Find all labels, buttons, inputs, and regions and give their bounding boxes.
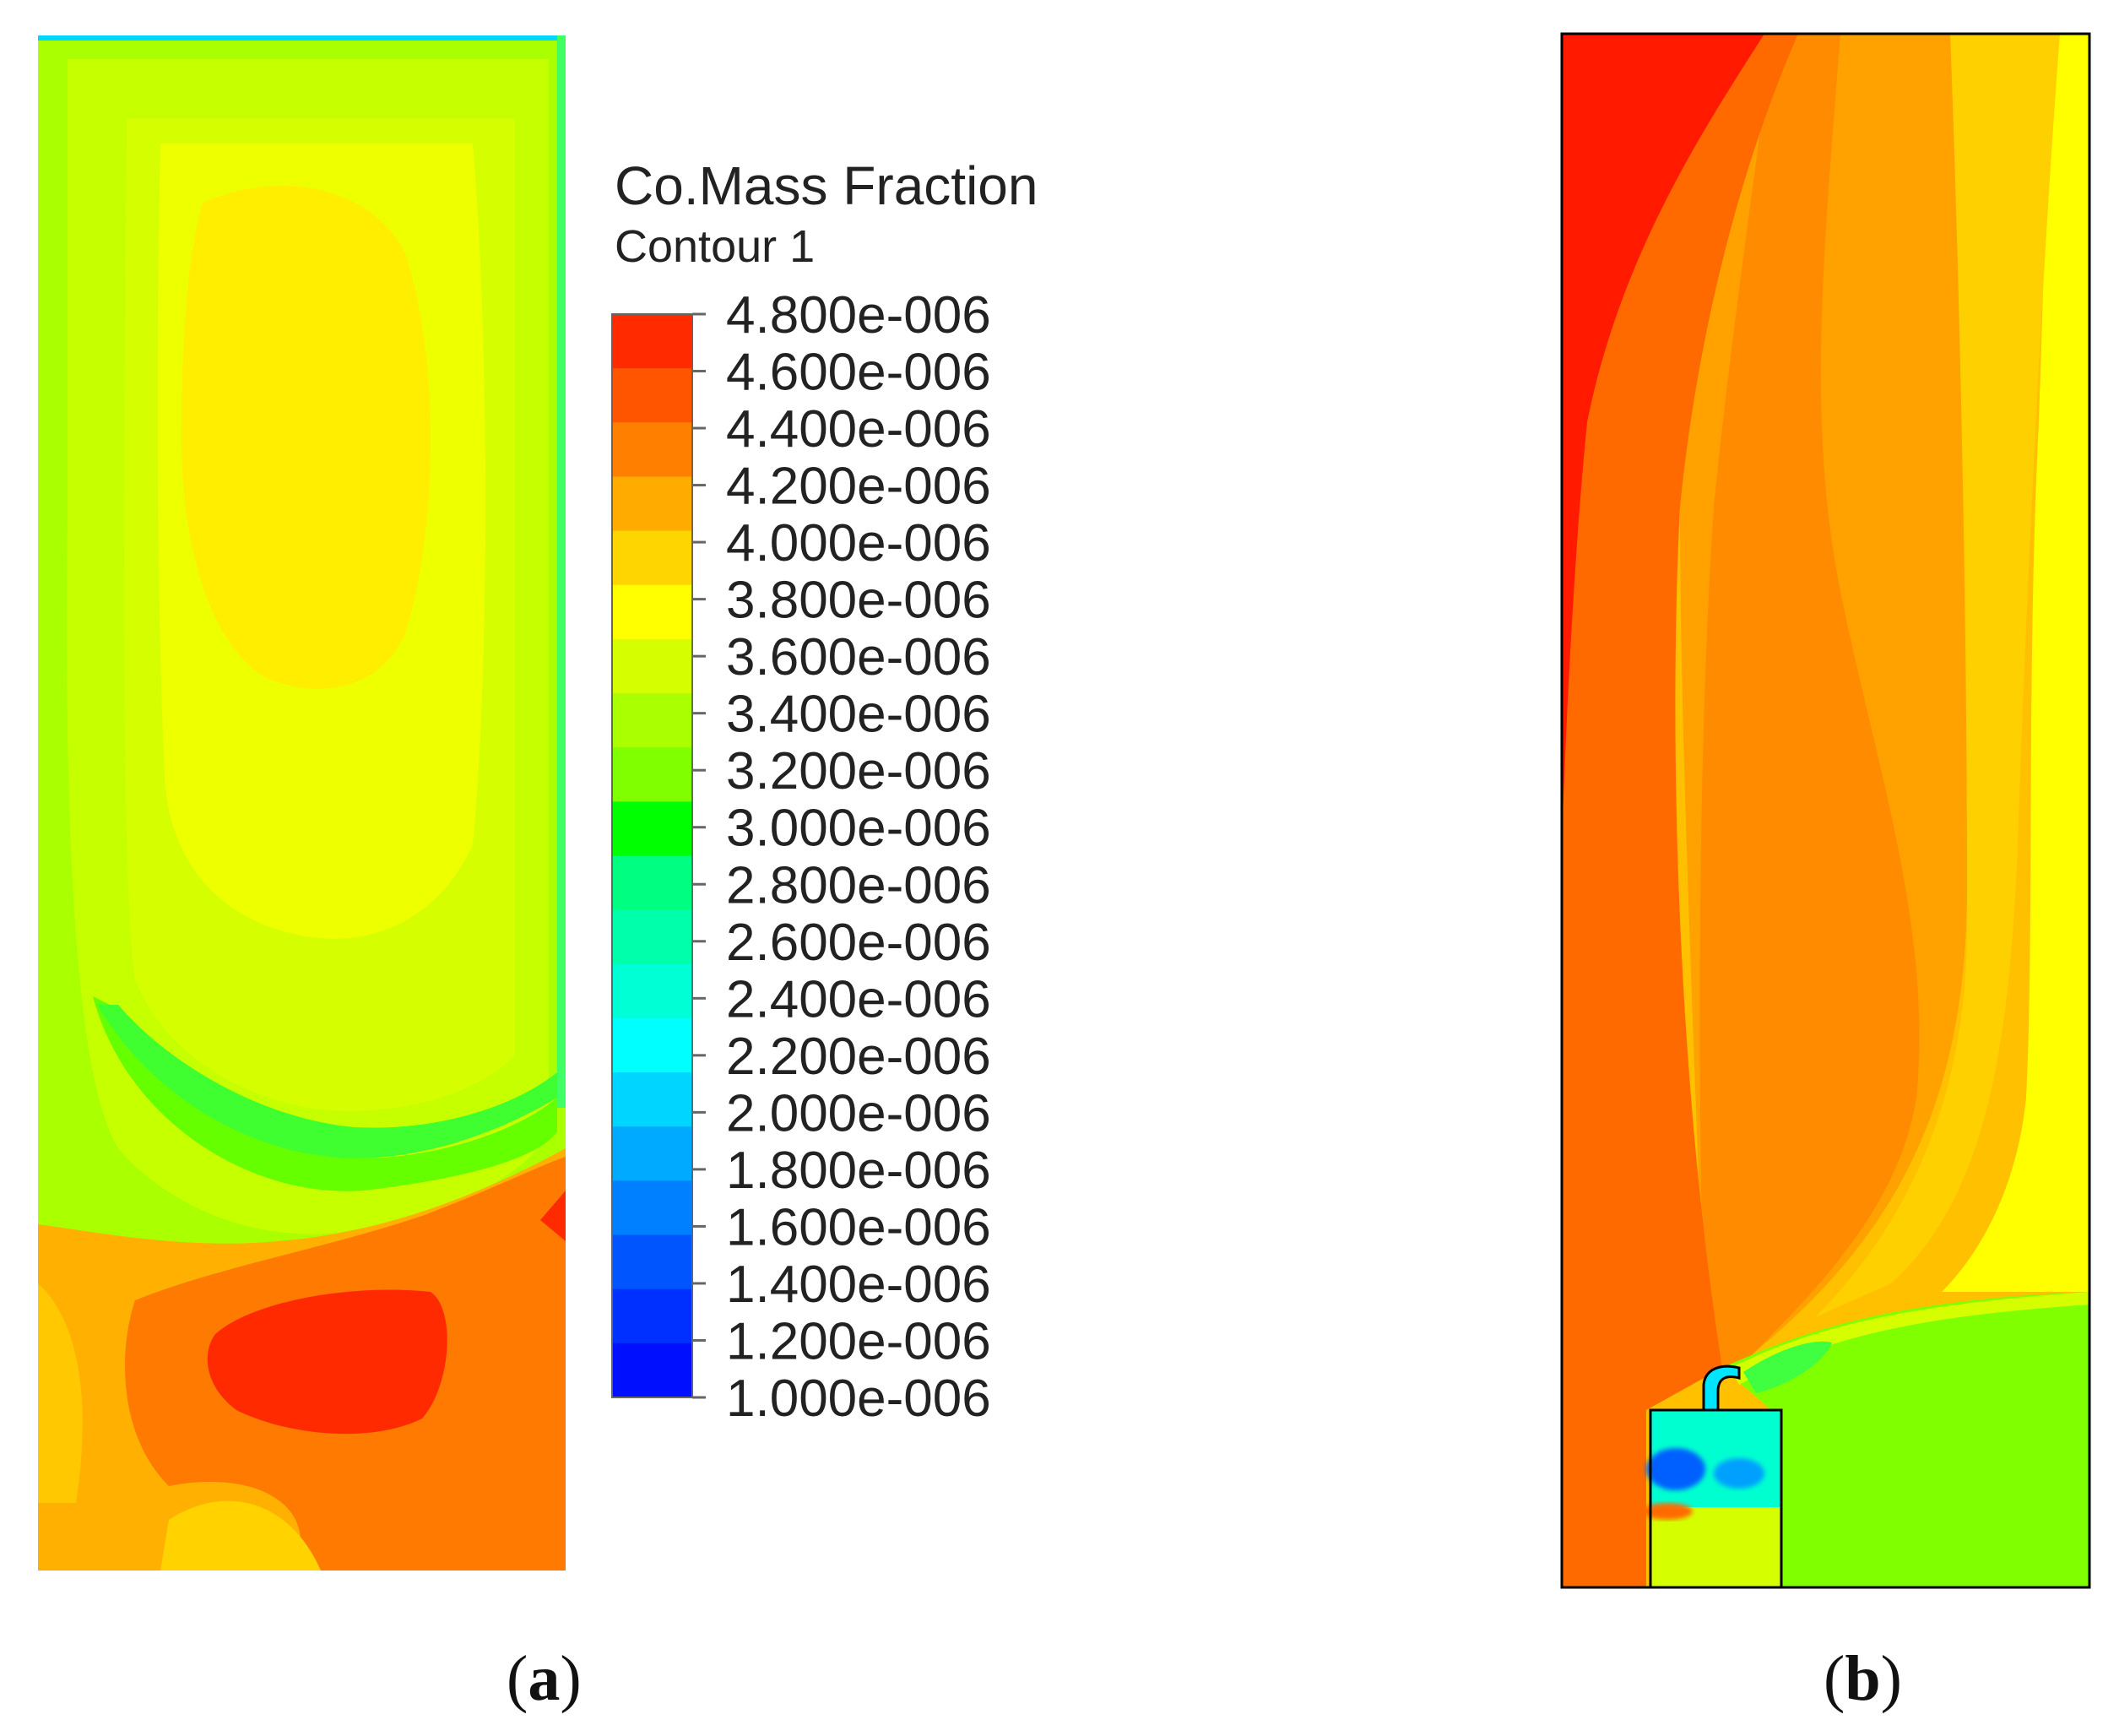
panel-a-band-red-rightedge [540,1191,566,1241]
legend-swatch [612,1234,692,1290]
legend-tick-label: 2.400e-006 [726,970,991,1028]
panel-a-right-edge [557,35,566,1108]
panel-b-band-yellow-right [1942,34,2089,1292]
panel-b-band-redorange-left [1562,34,1798,1587]
legend-swatch [612,368,692,423]
legend-tick-label: 4.400e-006 [726,400,991,458]
panel-b-band-orange [1699,34,1920,1385]
panel-a-top-edge [38,35,566,41]
legend-tick-label: 1.000e-006 [726,1370,991,1428]
legend-tick-label: 3.200e-006 [726,742,991,800]
panel-a-band-red-core [207,1289,447,1435]
legend-swatch [612,530,692,586]
legend-subtitle: Contour 1 [615,221,815,272]
legend: Co.Mass Fraction Contour 1 4.800e-0064.6… [611,155,1038,1428]
panel-b-band-green-bottomright [1722,1292,2089,1587]
panel-b-band-yelloworange [1815,34,2060,1317]
legend-tick-label: 4.200e-006 [726,458,991,516]
panel-b-box-hotspot [1642,1503,1693,1520]
legend-colorbar [611,313,693,1398]
legend-tick-label: 4.600e-006 [726,344,991,402]
panel-b-box-cyan-vortex [1714,1458,1764,1489]
legend-tick-label: 3.800e-006 [726,572,991,630]
panel-b-band-red-left [1562,34,1764,844]
panel-b-box-outline [1649,1408,1783,1587]
panel-a-band-core-yellow [182,186,431,689]
panel-a-band-green-mid [97,1005,557,1158]
legend-tick-label: 1.600e-006 [726,1198,991,1256]
legend-tick-label: 2.600e-006 [726,914,991,972]
legend-swatch [612,422,692,477]
legend-tick-label: 1.800e-006 [726,1142,991,1200]
legend-tick-label: 3.600e-006 [726,628,991,686]
legend-tick-label: 2.800e-006 [726,856,991,914]
legend-swatch [612,1126,692,1181]
panel-a-band-orange-left [38,1283,83,1503]
legend-swatch [612,1343,692,1398]
panel-b-band-green-plume [1743,1341,1832,1393]
panel-b-box-blue-vortex [1646,1448,1705,1490]
legend-swatch [612,747,692,802]
legend-title: Co.Mass Fraction [615,155,1038,216]
legend-tick-label: 2.000e-006 [726,1084,991,1142]
legend-swatch [612,584,692,640]
legend-tick-label: 4.800e-006 [726,286,991,344]
legend-swatch [612,801,692,856]
panel-a-band-green [93,996,557,1191]
legend-tick-label: 3.400e-006 [726,686,991,744]
legend-tick-label: 1.200e-006 [726,1312,991,1370]
panel-a-band-orange-lowercenter [160,1500,321,1571]
legend-swatch [612,1180,692,1236]
legend-swatch [612,855,692,911]
legend-swatch [612,963,692,1019]
panel-label-b: (b) [1824,1643,1902,1714]
panel-b-pipe [1702,1364,1741,1412]
panel-label-a: (a) [507,1643,582,1714]
panel-label-a-letter: a [528,1643,561,1714]
legend-tick-label: 4.000e-006 [726,514,991,572]
legend-tick-label: 2.200e-006 [726,1028,991,1086]
legend-tick-label: 3.000e-006 [726,800,991,858]
legend-swatch [612,314,692,369]
legend-swatch [612,476,692,532]
panel-b-frame [1560,32,2091,1589]
legend-swatch [612,1288,692,1344]
legend-tick-labels: 4.800e-0064.600e-0064.400e-0064.200e-006… [692,286,991,1428]
legend-swatch [612,1072,692,1127]
legend-swatch [612,638,692,694]
legend-colorbar-outline [611,313,693,1398]
legend-swatch [612,1017,692,1073]
legend-tick-label: 1.400e-006 [726,1256,991,1314]
contour-panel-b [1562,34,2089,1587]
panel-b-band-yellowgreen-strip [1731,1292,2089,1385]
legend-swatch [612,909,692,965]
legend-swatch [612,693,692,748]
contour-panel-a [38,35,566,1571]
panel-b-box-lower [1650,1507,1781,1587]
panel-label-b-letter: b [1845,1643,1881,1714]
